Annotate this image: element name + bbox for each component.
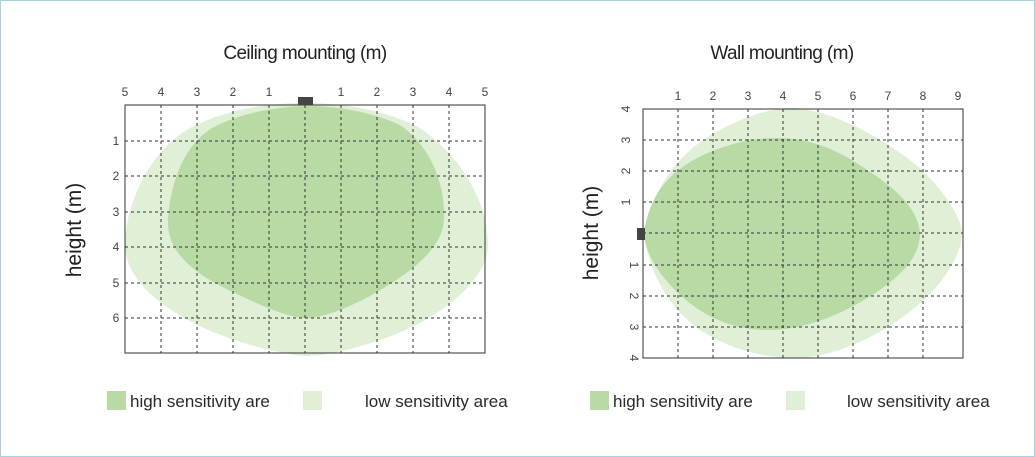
ceiling-legend: high sensitivity are low sensitivity are…: [107, 391, 508, 411]
wall-y-tick: 3: [627, 324, 641, 331]
wall-x-tick: 1: [675, 89, 682, 103]
sensor-icon: [298, 97, 313, 105]
legend-high-label: high sensitivity are: [613, 392, 753, 411]
ceiling-x-tick: 3: [194, 85, 201, 99]
wall-title: Wall mounting (m): [710, 43, 854, 64]
legend-low-label: low sensitivity area: [365, 392, 508, 411]
ceiling-y-tick: 6: [113, 311, 120, 325]
wall-y-tick: 4: [619, 105, 633, 112]
sensor-icon: [637, 228, 645, 240]
ceiling-y-tick: 5: [113, 276, 120, 290]
ceiling-x-tick: 5: [482, 85, 489, 99]
ceiling-x-tick: 4: [446, 85, 453, 99]
wall-y-tick: 2: [619, 167, 633, 174]
wall-legend: high sensitivity are low sensitivity are…: [590, 391, 990, 411]
legend-low-swatch: [303, 391, 322, 410]
ceiling-x-tick: 2: [374, 85, 381, 99]
legend-low-swatch: [786, 391, 805, 410]
wall-y-tick: 3: [619, 136, 633, 143]
wall-x-tick: 4: [780, 89, 787, 103]
wall-x-tick: 7: [885, 89, 892, 103]
ceiling-x-tick: 1: [338, 85, 345, 99]
ceiling-x-tick: 4: [158, 85, 165, 99]
ceiling-y-ticks: 1 2 3 4 5 6: [113, 134, 120, 325]
ceiling-grid: [125, 105, 485, 353]
ceiling-y-tick: 4: [113, 240, 120, 254]
wall-high-sensitivity-area: [644, 138, 920, 330]
ceiling-y-axis-label: height (m): [63, 183, 86, 278]
ceiling-x-tick: 3: [410, 85, 417, 99]
wall-y-tick: 2: [627, 293, 641, 300]
wall-x-tick: 9: [955, 89, 962, 103]
ceiling-x-tick: 2: [230, 85, 237, 99]
wall-chart: Wall mounting (m) 1 2 3 4 5: [580, 43, 964, 362]
ceiling-x-ticks: 5 4 3 2 1 1 2 3 4 5: [122, 85, 489, 99]
ceiling-y-tick: 2: [113, 169, 120, 183]
legend-low-label: low sensitivity area: [847, 392, 990, 411]
ceiling-x-tick: 1: [266, 85, 273, 99]
legend-high-swatch: [107, 391, 126, 410]
wall-y-tick: 1: [627, 262, 641, 269]
legend-high-label: high sensitivity are: [130, 392, 270, 411]
ceiling-y-tick: 3: [113, 205, 120, 219]
wall-grid: [643, 109, 963, 358]
wall-x-tick: 6: [850, 89, 857, 103]
wall-x-tick: 3: [745, 89, 752, 103]
wall-y-tick: 4: [627, 355, 641, 362]
wall-x-tick: 2: [710, 89, 717, 103]
wall-y-tick: 1: [619, 198, 633, 205]
ceiling-title: Ceiling mounting (m): [223, 43, 387, 64]
wall-x-tick: 5: [815, 89, 822, 103]
ceiling-x-tick: 5: [122, 85, 129, 99]
ceiling-y-tick: 1: [113, 134, 120, 148]
wall-x-tick: 8: [920, 89, 927, 103]
wall-x-ticks: 1 2 3 4 5 6 7 8 9: [675, 89, 962, 103]
ceiling-chart: Ceiling mounting (m) 5 4 3 2: [63, 43, 489, 356]
legend-high-swatch: [590, 391, 609, 410]
wall-y-ticks: 4 3 2 1 1 2 3 4: [619, 105, 641, 361]
wall-y-axis-label: height (m): [580, 186, 603, 281]
